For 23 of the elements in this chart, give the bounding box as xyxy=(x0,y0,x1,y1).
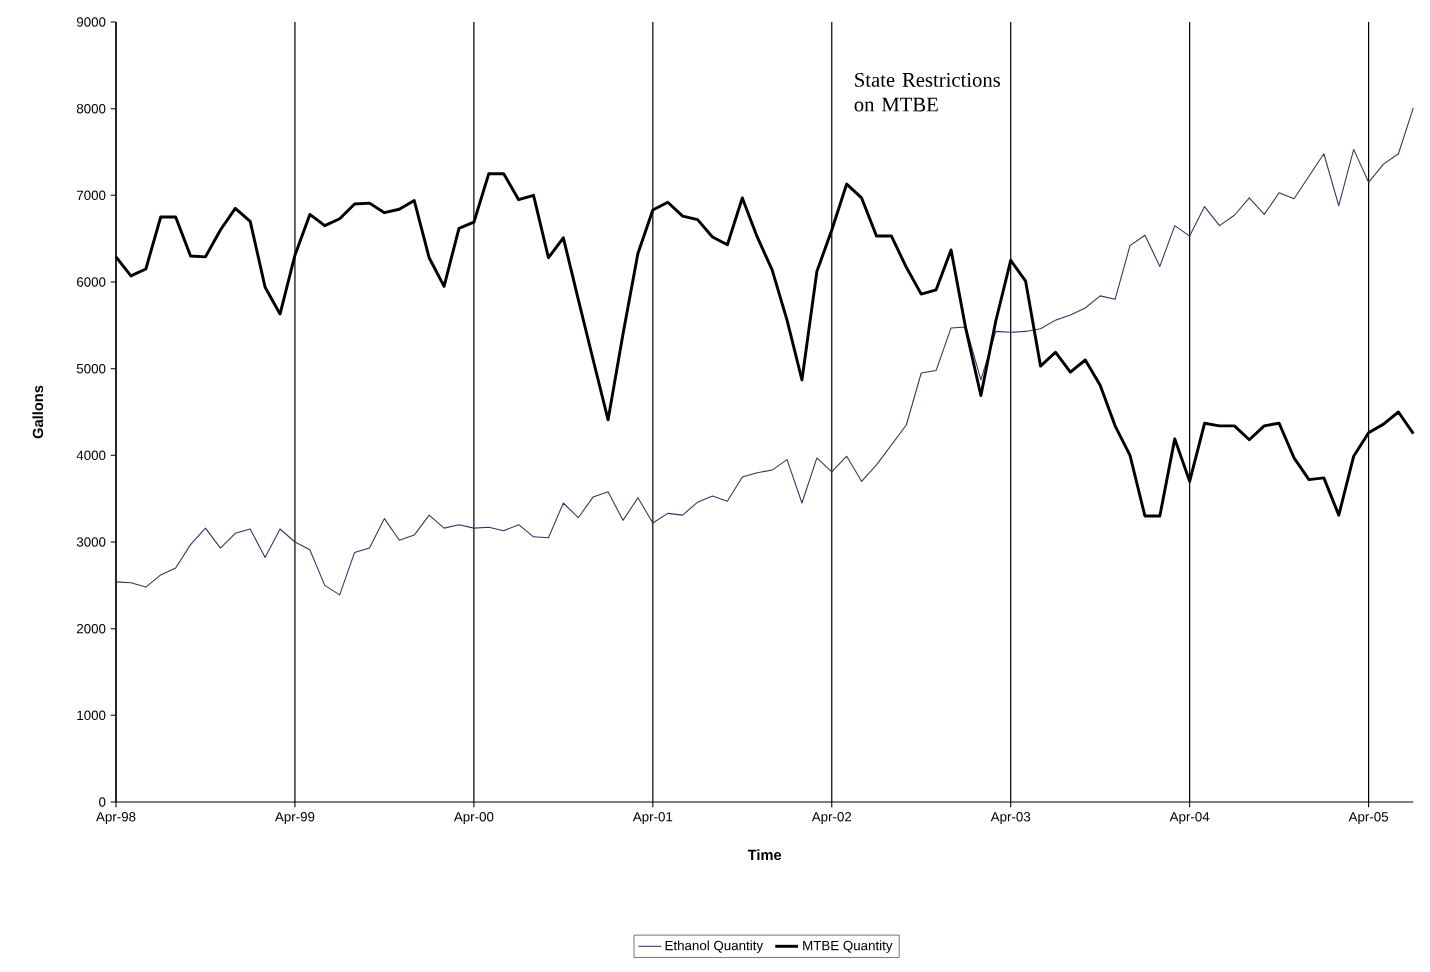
x-tick-label: Apr-04 xyxy=(1169,812,1210,825)
x-tick-label: Apr-98 xyxy=(96,812,136,825)
y-tick-label: 4000 xyxy=(76,450,106,461)
x-tick-label: Apr-00 xyxy=(453,812,494,825)
y-tick-label: 1000 xyxy=(77,710,106,721)
legend-label: Ethanol Quantity xyxy=(665,940,764,953)
x-axis-title: Time xyxy=(747,849,782,861)
y-tick-label: 8000 xyxy=(76,103,106,114)
x-tick-label: Apr-03 xyxy=(990,812,1031,825)
y-axis-title: Gallons xyxy=(32,385,44,439)
y-tick-label: 3000 xyxy=(76,537,106,547)
x-tick-label: Apr-02 xyxy=(811,812,852,825)
y-tick-label: 9000 xyxy=(76,17,106,27)
y-tick-label: 2000 xyxy=(76,623,106,634)
y-tick-label: 6000 xyxy=(76,277,106,287)
x-tick-label: Apr-01 xyxy=(632,812,673,825)
y-tick-label: 5000 xyxy=(76,363,106,374)
legend-label: MTBE Quantity xyxy=(803,940,893,953)
x-tick-label: Apr-99 xyxy=(274,812,315,825)
y-tick-label: 7000 xyxy=(76,190,106,201)
y-tick-label: 0 xyxy=(99,797,106,807)
annotation: State Restrictions on MTBE xyxy=(854,72,1001,112)
x-tick-label: Apr-05 xyxy=(1348,812,1389,825)
